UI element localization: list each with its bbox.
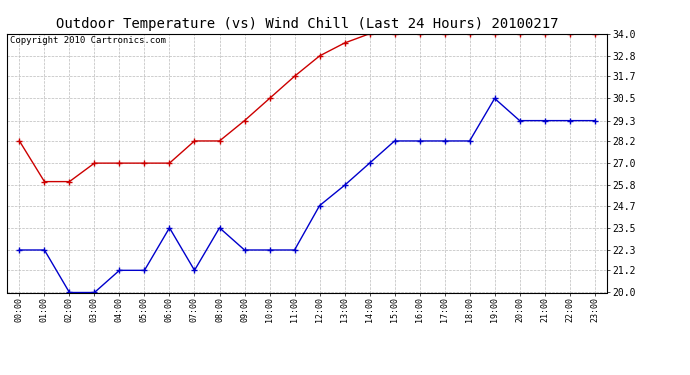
- Title: Outdoor Temperature (vs) Wind Chill (Last 24 Hours) 20100217: Outdoor Temperature (vs) Wind Chill (Las…: [56, 17, 558, 31]
- Text: Copyright 2010 Cartronics.com: Copyright 2010 Cartronics.com: [10, 36, 166, 45]
